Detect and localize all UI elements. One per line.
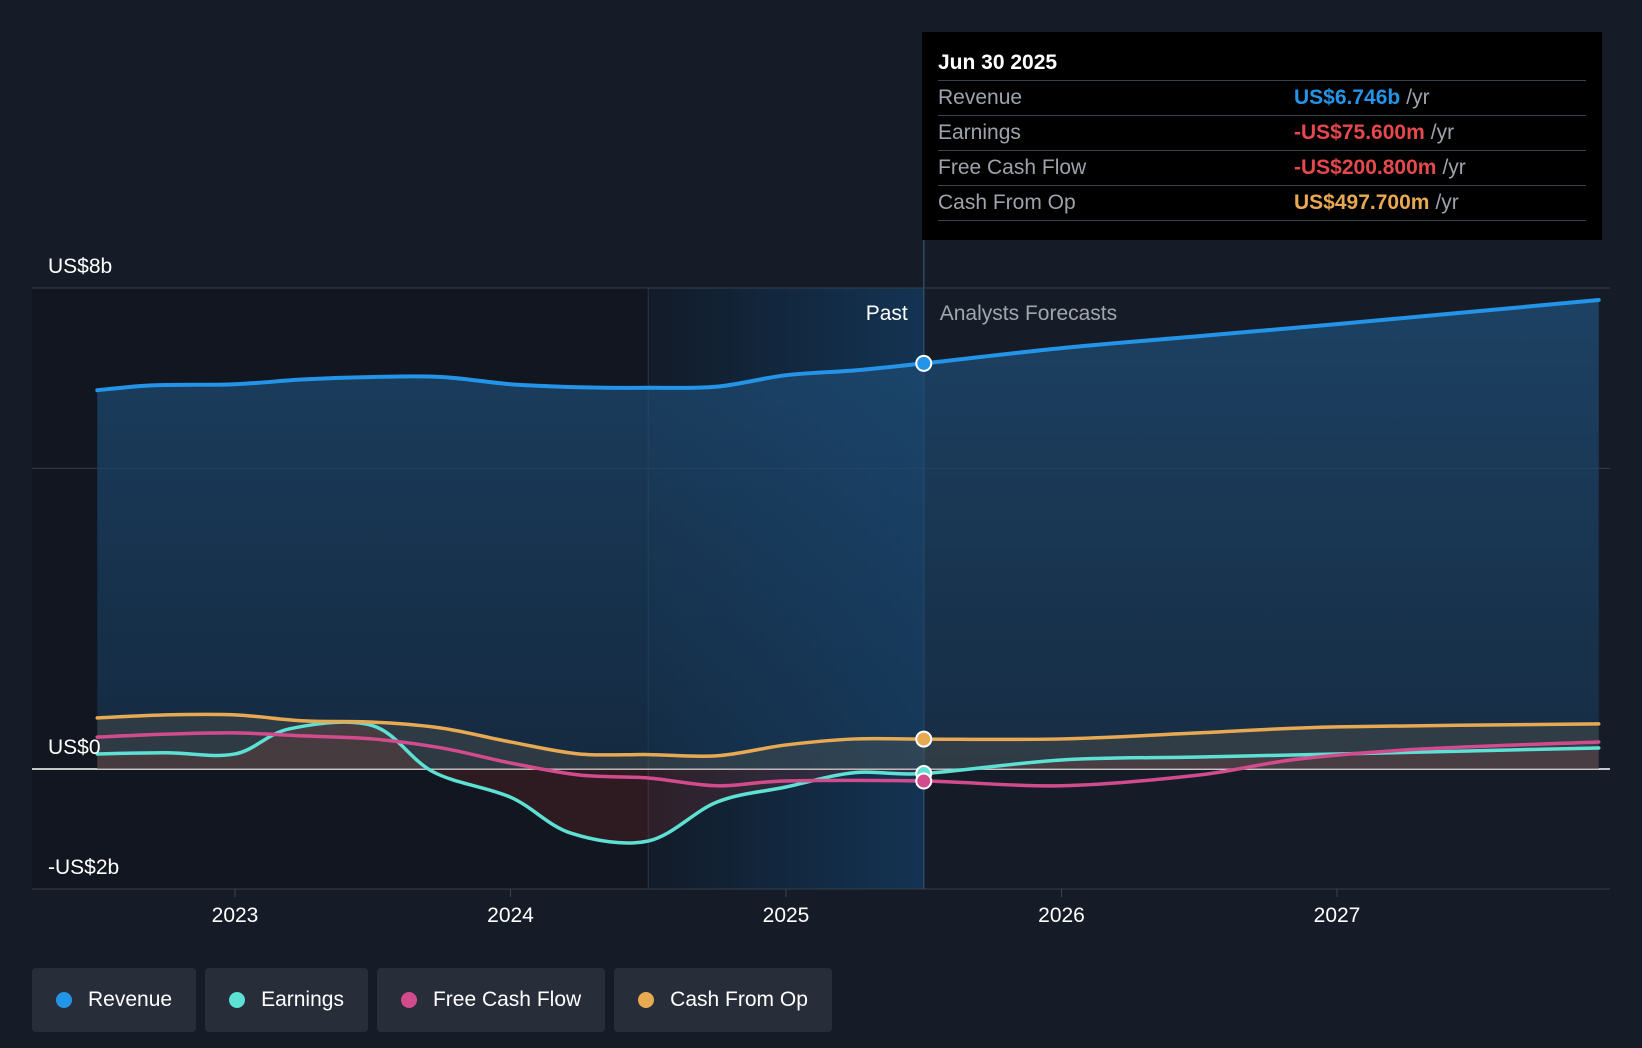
tooltip-value: -US$75.600m (1294, 121, 1425, 144)
tooltip-unit: /yr (1442, 156, 1466, 179)
tooltip-unit: /yr (1435, 191, 1459, 214)
x-tick-label: 2027 (1314, 904, 1361, 927)
y-axis-label: US$0 (48, 736, 101, 759)
tooltip-label: Free Cash Flow (938, 156, 1087, 179)
tooltip-row-cash-from-op: Cash From Op US$497.700m /yr (938, 186, 1586, 221)
revenue-area (97, 300, 1599, 769)
tooltip-row-earnings: Earnings -US$75.600m /yr (938, 116, 1586, 151)
y-axis-label: -US$2b (48, 856, 119, 879)
revenue-marker (915, 354, 933, 372)
tooltip-label: Revenue (938, 86, 1023, 109)
legend-dot-icon (56, 992, 72, 1008)
cash-from-op-line (95, 712, 1601, 759)
x-tick-label: 2025 (763, 904, 810, 927)
tooltip-value: US$497.700m (1294, 191, 1430, 214)
legend-dot-icon (638, 992, 655, 1008)
legend-label: Earnings (261, 988, 344, 1011)
earnings-line (95, 720, 1601, 845)
legend-label: Revenue (88, 988, 173, 1011)
tooltip-value: -US$200.800m (1294, 156, 1437, 179)
x-tick-label: 2024 (487, 904, 534, 927)
past-label: Past (866, 302, 908, 325)
legend-dot-icon (229, 992, 246, 1008)
legend-item-revenue[interactable]: Revenue (32, 968, 197, 1032)
cash-from-op-marker (915, 730, 933, 748)
legend-dot-icon (400, 992, 417, 1008)
free-cash-flow-marker (915, 772, 933, 790)
legend-label: Cash From Op (670, 988, 808, 1011)
tooltip-row-revenue: Revenue US$6.746b /yr (938, 81, 1586, 116)
y-axis-label: US$8b (48, 255, 112, 278)
legend: Revenue Earnings Free Cash Flow Cash Fro… (32, 968, 832, 1032)
x-tick-label: 2026 (1038, 904, 1085, 927)
tooltip-date: Jun 30 2025 (938, 46, 1586, 81)
tooltip-row-free-cash-flow: Free Cash Flow -US$200.800m /yr (938, 151, 1586, 186)
revenue-line (95, 298, 1601, 393)
tooltip-unit: /yr (1430, 121, 1455, 144)
legend-item-earnings[interactable]: Earnings (205, 968, 368, 1032)
legend-item-cash-from-op[interactable]: Cash From Op (614, 968, 832, 1032)
legend-label: Free Cash Flow (432, 988, 582, 1011)
x-tick-label: 2023 (212, 904, 259, 927)
legend-item-free-cash-flow[interactable]: Free Cash Flow (376, 968, 606, 1032)
tooltip-unit: /yr (1406, 86, 1430, 109)
tooltip-label: Earnings (938, 121, 1021, 144)
tooltip-value: US$6.746b (1294, 86, 1401, 109)
forecast-label: Analysts Forecasts (940, 302, 1117, 325)
tooltip: Jun 30 2025 Revenue US$6.746b /yr Earnin… (922, 32, 1602, 240)
tooltip-label: Cash From Op (938, 191, 1076, 214)
free-cash-flow-line (95, 731, 1601, 788)
